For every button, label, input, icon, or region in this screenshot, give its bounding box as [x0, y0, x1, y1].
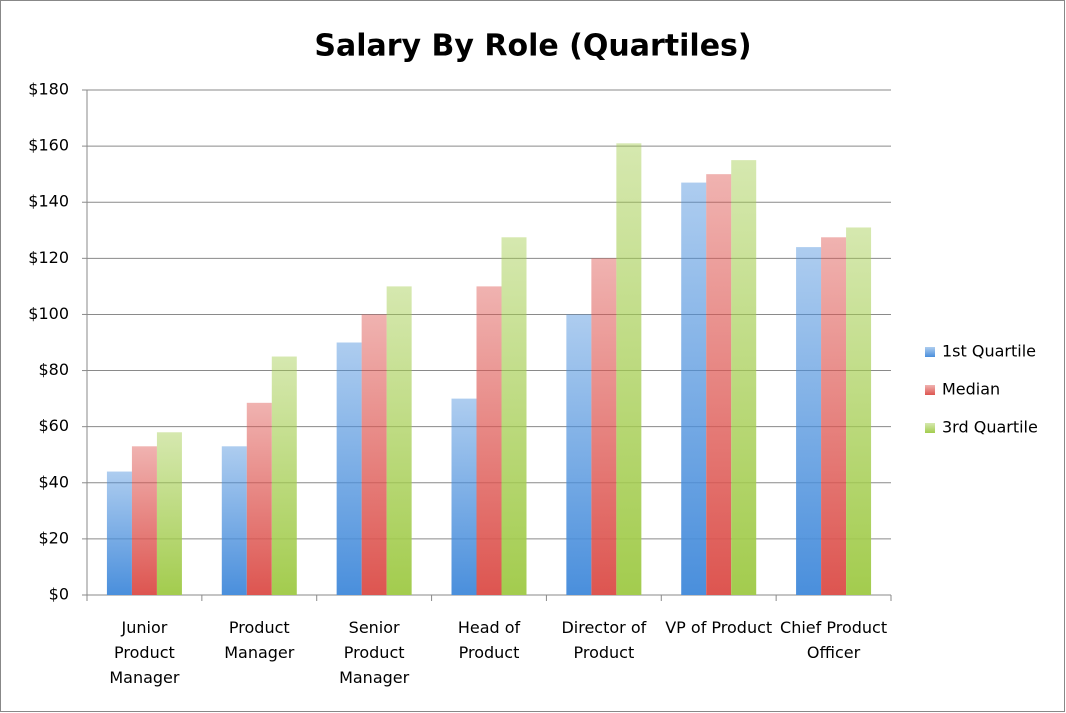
bar — [336, 342, 362, 595]
bar — [246, 402, 272, 595]
bar — [451, 398, 477, 595]
y-tick-label: $0 — [49, 585, 69, 604]
bar — [361, 314, 387, 595]
y-tick-label: $60 — [38, 416, 69, 435]
bar — [131, 446, 157, 595]
bar — [386, 286, 412, 595]
x-tick-label: VP of Product — [665, 618, 772, 637]
legend-label: 1st Quartile — [942, 342, 1036, 361]
bar — [106, 471, 132, 595]
bar — [796, 247, 822, 595]
y-tick-label: $20 — [38, 528, 69, 547]
bar — [706, 174, 732, 595]
bar — [221, 446, 247, 595]
x-tick-label: Chief Product Officer — [780, 618, 887, 662]
bar — [156, 432, 182, 595]
legend-swatch — [925, 385, 935, 395]
bar — [591, 258, 617, 595]
y-tick-label: $160 — [28, 136, 69, 155]
y-tick-label: $100 — [28, 304, 69, 323]
bar — [731, 160, 757, 595]
x-tick-label: Head of Product — [458, 618, 521, 662]
y-tick-label: $140 — [28, 192, 69, 211]
legend-swatch — [925, 423, 935, 433]
legend-swatch — [925, 347, 935, 357]
bar — [616, 143, 642, 596]
y-tick-label: $120 — [28, 248, 69, 267]
legend-label: Median — [942, 380, 1000, 399]
chart-title: Salary By Role (Quartiles) — [314, 29, 751, 64]
y-tick-label: $180 — [28, 80, 69, 99]
bar — [501, 237, 527, 595]
x-tick-label: Product Manager — [224, 618, 295, 662]
bar — [476, 286, 502, 595]
x-tick-label: Senior Product Manager — [339, 618, 410, 687]
bar — [566, 314, 592, 595]
bar — [821, 237, 847, 595]
y-tick-label: $80 — [38, 360, 69, 379]
bar — [681, 182, 707, 596]
y-tick-label: $40 — [38, 472, 69, 491]
bar — [271, 356, 297, 595]
bar — [846, 227, 872, 595]
legend-label: 3rd Quartile — [942, 418, 1038, 437]
x-tick-label: Director of Product — [561, 618, 646, 662]
x-tick-label: Junior Product Manager — [109, 618, 180, 687]
